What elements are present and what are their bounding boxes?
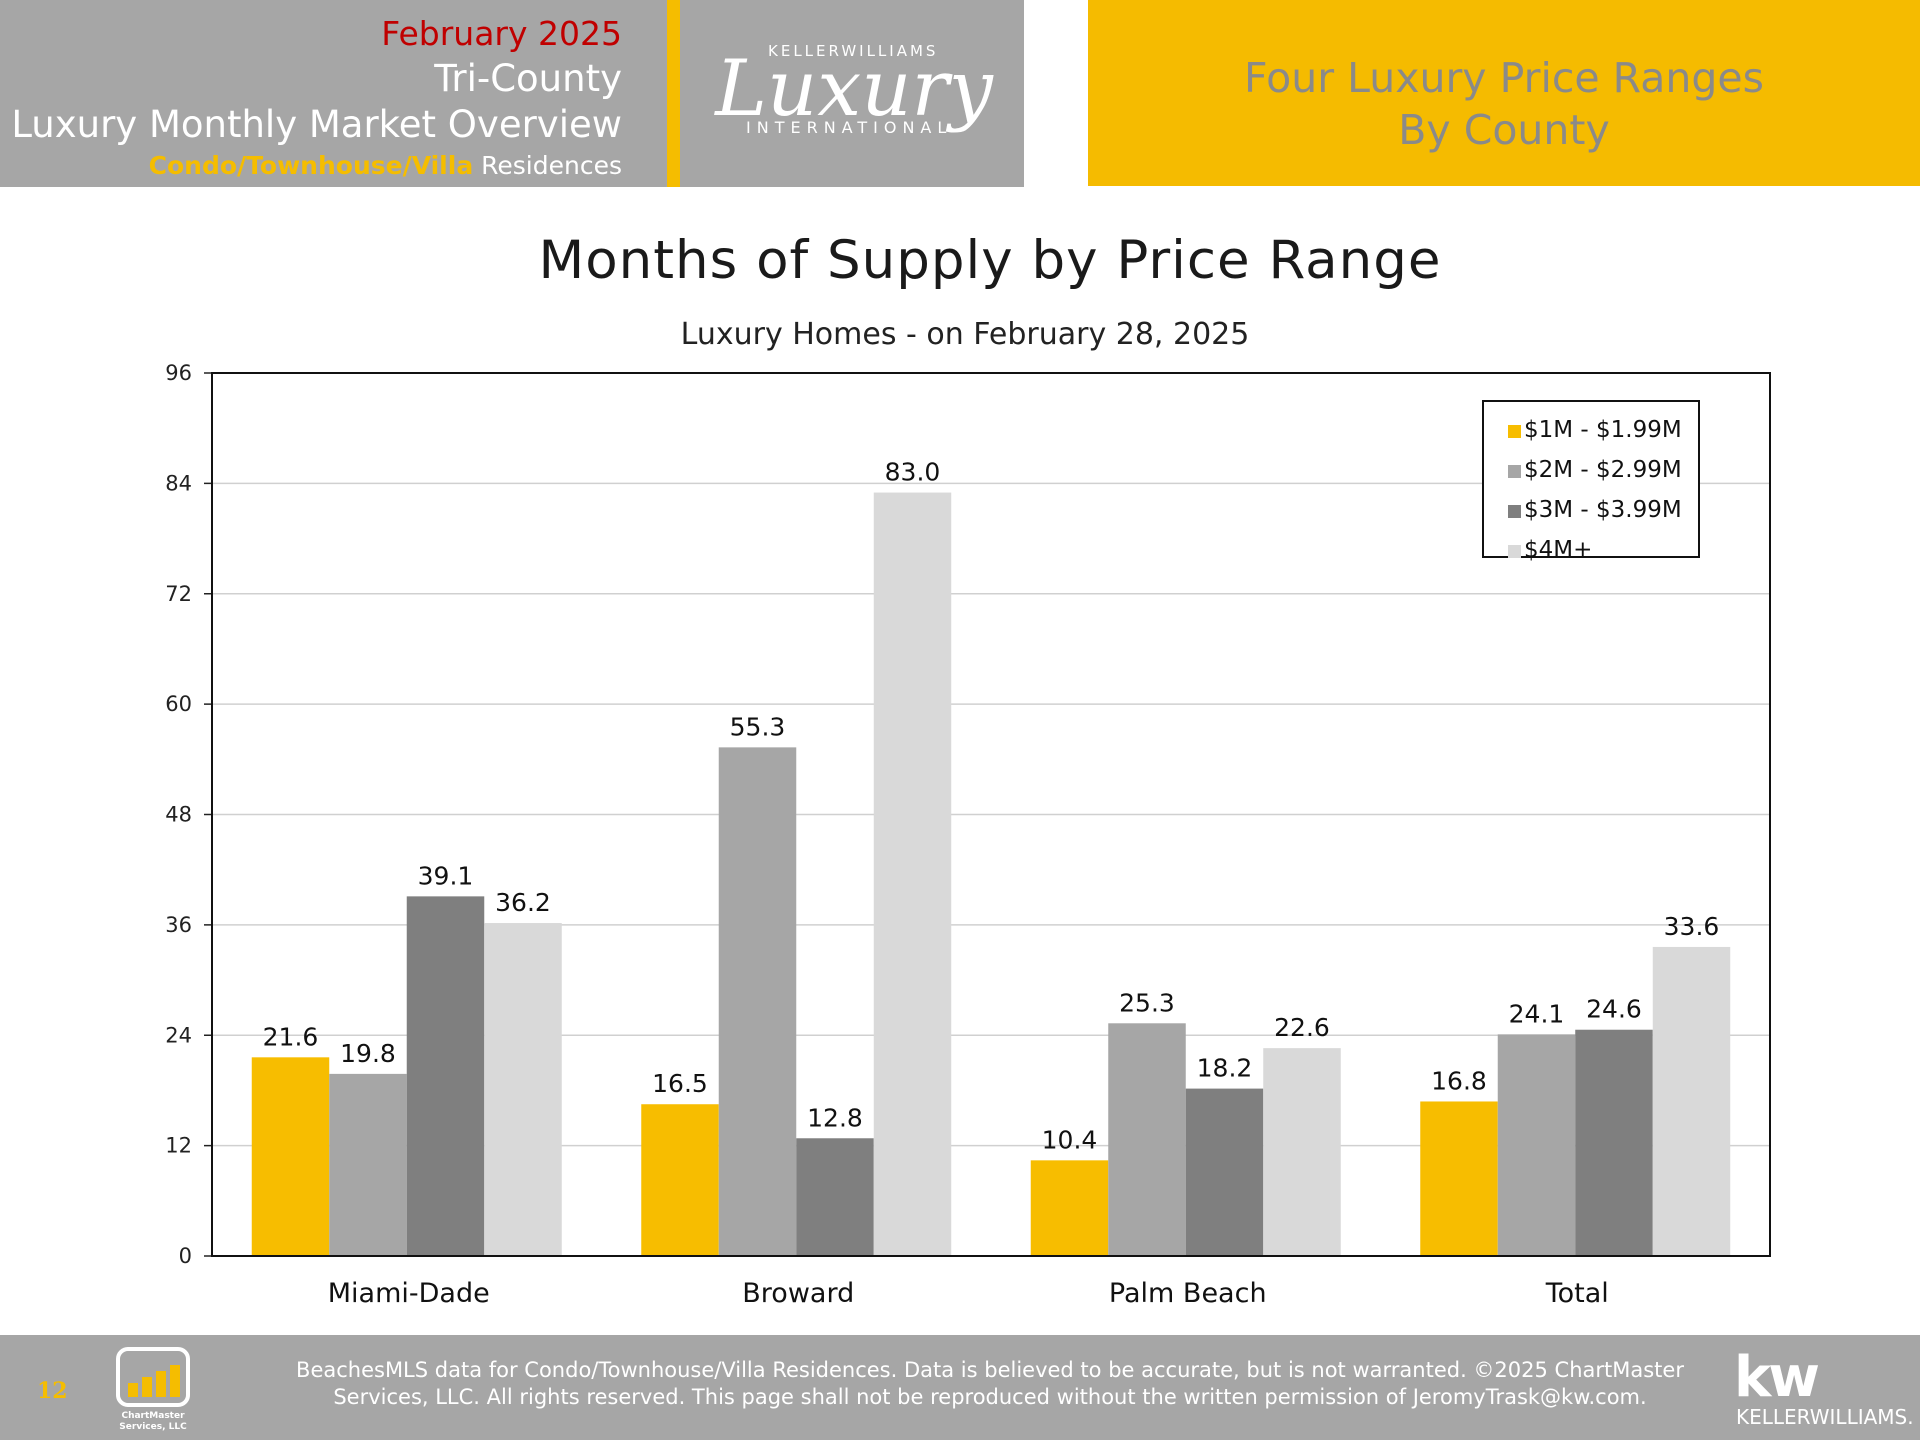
category-label: Total: [1545, 1278, 1609, 1309]
legend-label: $1M - $1.99M: [1524, 417, 1682, 443]
data-label: 16.5: [652, 1069, 708, 1098]
legend-item-4m: $4M+: [1508, 530, 1698, 570]
disclaimer-line1: BeachesMLS data for Condo/Townhouse/Vill…: [296, 1358, 1684, 1382]
report-region: Tri-County: [434, 57, 622, 100]
axes: [204, 372, 1771, 1257]
report-title: Luxury Monthly Market Overview: [11, 103, 622, 146]
data-label: 10.4: [1042, 1125, 1098, 1154]
y-tick-label: 84: [165, 471, 192, 495]
logo-main-text: Luxury: [715, 44, 993, 134]
legend-label: $4M+: [1524, 537, 1593, 563]
y-tick-label: 72: [165, 582, 192, 606]
data-label: 83.0: [885, 458, 941, 487]
data-label: 16.8: [1431, 1066, 1487, 1095]
data-label: 36.2: [495, 888, 551, 917]
data-label: 12.8: [807, 1103, 863, 1132]
bar: [1185, 1088, 1264, 1256]
data-label: 33.6: [1664, 912, 1720, 941]
bar-chart: 0 12 24 36 48 60 72 84 96 21.6 19.8 39.1 36.2 Miami-D…: [165, 361, 1771, 1309]
y-tick-label: 96: [165, 361, 192, 385]
data-label: 24.1: [1509, 999, 1565, 1028]
bar: [1497, 1034, 1576, 1256]
y-tick-label: 36: [165, 913, 192, 937]
chartmaster-logo-text: ChartMaster Services, LLC: [119, 1411, 187, 1432]
logo-bottom-text: INTERNATIONAL: [746, 118, 953, 137]
bar: [796, 1138, 874, 1256]
category-label: Palm Beach: [1109, 1278, 1267, 1309]
bar: [1420, 1101, 1498, 1256]
logo-bar: [170, 1365, 180, 1397]
data-label: 19.8: [340, 1039, 396, 1068]
category-label: Broward: [742, 1278, 854, 1309]
chart-title: Months of Supply by Price Range: [538, 230, 1442, 291]
data-label: 39.1: [418, 861, 474, 890]
y-tick-label: 24: [165, 1023, 192, 1047]
legend-item-1m: $1M - $1.99M: [1508, 410, 1698, 450]
bar: [1030, 1160, 1109, 1256]
data-label: 25.3: [1119, 988, 1175, 1017]
y-tick-label: 48: [165, 803, 192, 827]
data-label: 24.6: [1586, 995, 1642, 1024]
footer: 12 ChartMaster Services, LLC BeachesMLS …: [0, 1335, 1920, 1440]
legend-swatch: [1508, 545, 1521, 558]
page-number: 12: [37, 1378, 68, 1404]
section-banner-line2: By County: [1398, 106, 1610, 154]
bar: [1652, 946, 1731, 1256]
data-label: 55.3: [730, 712, 786, 741]
disclaimer-line2: Services, LLC. All rights reserved. This…: [333, 1385, 1647, 1409]
property-type: Condo/Townhouse/Villa Residences: [11, 148, 622, 184]
section-banner: Four Luxury Price Ranges By County: [1088, 0, 1920, 186]
property-type-rest: Residences: [473, 151, 622, 180]
data-label: 22.6: [1274, 1013, 1330, 1042]
logo-top-text: KELLERWILLIAMS: [768, 42, 939, 60]
kw-logo-name: KELLERWILLIAMS.: [1736, 1405, 1914, 1429]
header-title-block: February 2025 Tri-County Luxury Monthly …: [0, 0, 667, 187]
report-month: February 2025: [381, 14, 622, 53]
legend-swatch: [1508, 465, 1521, 478]
bar: [1263, 1048, 1341, 1256]
y-tick-label: 12: [165, 1134, 192, 1158]
disclaimer: BeachesMLS data for Condo/Townhouse/Vill…: [220, 1357, 1760, 1411]
legend-label: $2M - $2.99M: [1524, 457, 1682, 483]
bar: [641, 1104, 719, 1256]
bar: [873, 492, 952, 1257]
data-label: 21.6: [263, 1022, 319, 1051]
legend-item-2m: $2M - $2.99M: [1508, 450, 1698, 490]
header-divider: [667, 0, 680, 187]
bar: [718, 747, 797, 1256]
labels: 0 12 24 36 48 60 72 84 96 21.6 19.8 39.1 36.2 Miami-D…: [165, 361, 1719, 1309]
chart-legend: $1M - $1.99M $2M - $2.99M $3M - $3.99M $…: [1482, 400, 1700, 563]
data-label: 18.2: [1197, 1054, 1253, 1083]
property-type-highlight: Condo/Townhouse/Villa: [148, 151, 474, 180]
bar: [251, 1057, 330, 1256]
chartmaster-logo-icon: [116, 1347, 190, 1407]
plot-border: [211, 372, 1771, 1257]
logo-bar: [128, 1383, 138, 1397]
bar: [1575, 1029, 1653, 1256]
section-banner-line1: Four Luxury Price Ranges: [1244, 54, 1764, 102]
legend-item-3m: $3M - $3.99M: [1508, 490, 1698, 530]
bar: [406, 896, 485, 1256]
legend-swatch: [1508, 425, 1521, 438]
kw-luxury-logo: KELLERWILLIAMS Luxury INTERNATIONAL: [680, 0, 1024, 187]
chart-subtitle: Luxury Homes - on February 28, 2025: [680, 317, 1250, 352]
bar: [1108, 1023, 1186, 1256]
bar: [484, 923, 562, 1256]
y-tick-label: 0: [179, 1244, 192, 1268]
bars: [251, 492, 1731, 1257]
bar: [329, 1073, 407, 1256]
legend-swatch: [1508, 505, 1521, 518]
logo-bar: [156, 1371, 166, 1397]
legend-label: $3M - $3.99M: [1524, 497, 1682, 523]
kw-logo-mark: kw: [1734, 1345, 1820, 1410]
logo-bar: [142, 1377, 152, 1397]
category-label: Miami-Dade: [328, 1278, 490, 1309]
y-tick-label: 60: [165, 692, 192, 716]
